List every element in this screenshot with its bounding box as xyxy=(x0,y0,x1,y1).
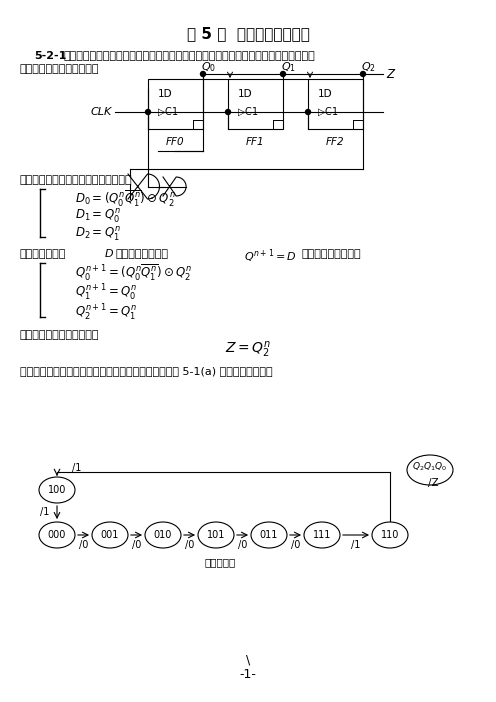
Ellipse shape xyxy=(92,522,128,548)
Text: 第 5 章  时序逻辑电路习题: 第 5 章 时序逻辑电路习题 xyxy=(186,26,310,41)
Text: 分析图所示时序电路的逻辑功能，写出电路的驱动方程、状态方程和输出方程，画出电: 分析图所示时序电路的逻辑功能，写出电路的驱动方程、状态方程和输出方程，画出电 xyxy=(63,51,315,61)
Text: $Q_0^{n+1}=(Q_0^n\overline{Q_1^n})\odot Q_2^n$: $Q_0^{n+1}=(Q_0^n\overline{Q_1^n})\odot … xyxy=(75,263,192,283)
Text: $D_0=(Q_0^n\overline{Q_1^n})\odot Q_2^n$: $D_0=(Q_0^n\overline{Q_1^n})\odot Q_2^n$ xyxy=(75,189,176,209)
Text: 解：从给定的电路图写出驱动方程为：: 解：从给定的电路图写出驱动方程为： xyxy=(20,175,132,185)
Text: /1: /1 xyxy=(40,508,50,517)
Text: $D_1=Q_0^n$: $D_1=Q_0^n$ xyxy=(75,208,121,225)
Circle shape xyxy=(145,110,150,114)
Text: $D_2=Q_1^n$: $D_2=Q_1^n$ xyxy=(75,226,121,244)
Text: 001: 001 xyxy=(101,530,119,540)
Text: 触发器的特征方程: 触发器的特征方程 xyxy=(116,249,169,259)
Ellipse shape xyxy=(145,522,181,548)
Text: $Z=Q_2^n$: $Z=Q_2^n$ xyxy=(225,340,271,360)
Text: $Q_2^{n+1}=Q_1^n$: $Q_2^{n+1}=Q_1^n$ xyxy=(75,303,137,323)
Text: /0: /0 xyxy=(185,540,194,550)
Text: FF0: FF0 xyxy=(166,137,185,147)
Text: 011: 011 xyxy=(260,530,278,540)
Ellipse shape xyxy=(39,522,75,548)
Text: 根据状态方程和输出方程，画出的状态转换图如图题解 5-1(a) 所示，时序图略。: 根据状态方程和输出方程，画出的状态转换图如图题解 5-1(a) 所示，时序图略。 xyxy=(20,366,273,376)
Text: \: \ xyxy=(246,654,250,666)
Text: ，得到状态方程为：: ，得到状态方程为： xyxy=(302,249,362,259)
Bar xyxy=(228,79,283,129)
Text: CLK: CLK xyxy=(91,107,112,117)
Text: 000: 000 xyxy=(48,530,66,540)
Text: 状态转换图: 状态转换图 xyxy=(204,557,236,567)
Polygon shape xyxy=(128,174,159,199)
Bar xyxy=(148,79,203,129)
Text: FF1: FF1 xyxy=(246,137,265,147)
Ellipse shape xyxy=(372,522,408,548)
Text: $Q_0$: $Q_0$ xyxy=(201,60,216,74)
Text: /0: /0 xyxy=(291,540,300,550)
Text: /0: /0 xyxy=(132,540,141,550)
Ellipse shape xyxy=(251,522,287,548)
Text: /Z: /Z xyxy=(428,478,438,488)
Ellipse shape xyxy=(304,522,340,548)
Text: 1D: 1D xyxy=(238,89,252,99)
Circle shape xyxy=(306,110,310,114)
Bar xyxy=(308,79,363,129)
Ellipse shape xyxy=(407,455,453,485)
Text: 101: 101 xyxy=(207,530,225,540)
Polygon shape xyxy=(163,177,186,196)
Text: /1: /1 xyxy=(351,540,361,550)
Text: 1D: 1D xyxy=(158,89,173,99)
Text: /0: /0 xyxy=(79,540,88,550)
Text: $\triangleright$C1: $\triangleright$C1 xyxy=(237,106,258,118)
Text: 由电路图可知，输出方程为: 由电路图可知，输出方程为 xyxy=(20,330,100,340)
Text: $Q^{n+1}=D$: $Q^{n+1}=D$ xyxy=(244,247,297,265)
Text: $\triangleright$C1: $\triangleright$C1 xyxy=(317,106,339,118)
Text: $Q_2Q_1Q_0$: $Q_2Q_1Q_0$ xyxy=(412,461,448,473)
Text: 111: 111 xyxy=(313,530,331,540)
Text: 010: 010 xyxy=(154,530,172,540)
Ellipse shape xyxy=(39,477,75,503)
Text: $Q_2$: $Q_2$ xyxy=(361,60,376,74)
Circle shape xyxy=(281,72,286,77)
Text: 将驱动方程代入: 将驱动方程代入 xyxy=(20,249,66,259)
Text: 1D: 1D xyxy=(318,89,333,99)
Text: $Q_1$: $Q_1$ xyxy=(281,60,296,74)
Text: Z: Z xyxy=(386,67,394,81)
Text: $\triangleright$C1: $\triangleright$C1 xyxy=(157,106,179,118)
Text: /0: /0 xyxy=(238,540,247,550)
Text: 路的状态转换图和时序图。: 路的状态转换图和时序图。 xyxy=(20,64,100,74)
Ellipse shape xyxy=(198,522,234,548)
Text: 100: 100 xyxy=(48,485,66,495)
Text: /1: /1 xyxy=(72,463,81,473)
Text: 5-2-1: 5-2-1 xyxy=(34,51,66,61)
Circle shape xyxy=(226,110,231,114)
Text: FF2: FF2 xyxy=(326,137,345,147)
Text: -1-: -1- xyxy=(240,668,256,680)
Text: 110: 110 xyxy=(381,530,399,540)
Text: $D$: $D$ xyxy=(104,247,114,259)
Circle shape xyxy=(200,72,205,77)
Circle shape xyxy=(361,72,366,77)
Text: $Q_1^{n+1}=Q_0^n$: $Q_1^{n+1}=Q_0^n$ xyxy=(75,283,137,303)
